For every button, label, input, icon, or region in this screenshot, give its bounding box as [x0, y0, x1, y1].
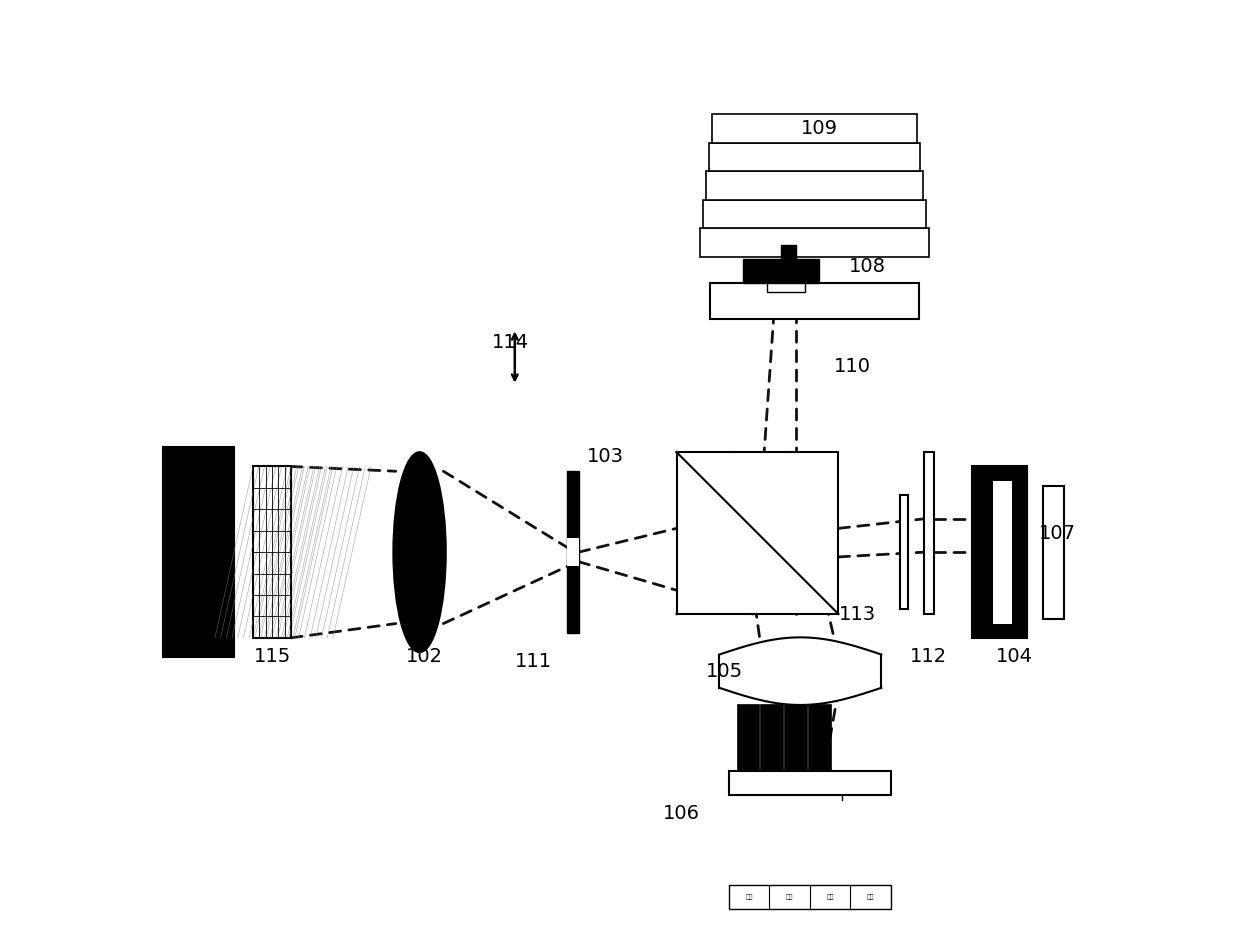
Text: 105: 105	[706, 662, 743, 681]
Text: 106: 106	[663, 804, 700, 823]
Bar	[784, 704, 807, 771]
Text: 107: 107	[1040, 524, 1075, 543]
Text: 探头: 探头	[746, 895, 753, 900]
Ellipse shape	[394, 452, 446, 652]
Text: 111: 111	[515, 652, 553, 671]
Bar	[808, 704, 831, 771]
Bar	[710, 283, 919, 319]
Bar	[709, 143, 921, 171]
Bar	[253, 466, 291, 638]
Bar	[767, 283, 805, 292]
Bar	[924, 452, 934, 614]
Bar	[761, 704, 783, 771]
Text: 102: 102	[406, 647, 442, 666]
Bar	[729, 771, 891, 795]
Bar	[971, 466, 1027, 638]
Text: 109: 109	[800, 119, 838, 138]
Text: 115: 115	[254, 647, 291, 666]
Bar	[704, 200, 926, 228]
Text: 104: 104	[996, 647, 1033, 666]
Bar	[901, 495, 908, 609]
Text: 114: 114	[492, 333, 529, 352]
Text: 像头: 像头	[786, 895, 793, 900]
Bar	[992, 481, 1012, 624]
Bar	[567, 471, 579, 633]
Bar	[737, 704, 760, 771]
Bar	[743, 259, 819, 283]
Text: 113: 113	[839, 605, 876, 624]
Text: 103: 103	[587, 447, 623, 466]
Text: 112: 112	[911, 647, 948, 666]
Bar	[1043, 486, 1064, 619]
Bar	[676, 452, 839, 614]
Bar	[782, 245, 795, 259]
Bar	[700, 228, 929, 257]
Bar	[162, 447, 234, 657]
Bar	[729, 885, 891, 909]
Text: 像头: 像头	[867, 895, 875, 900]
Bar	[712, 114, 917, 143]
Text: 108: 108	[849, 257, 886, 276]
Text: 探头: 探头	[826, 895, 834, 900]
Bar	[567, 538, 579, 566]
Text: 101: 101	[177, 543, 214, 562]
Bar	[706, 171, 923, 200]
Text: 110: 110	[834, 357, 871, 376]
